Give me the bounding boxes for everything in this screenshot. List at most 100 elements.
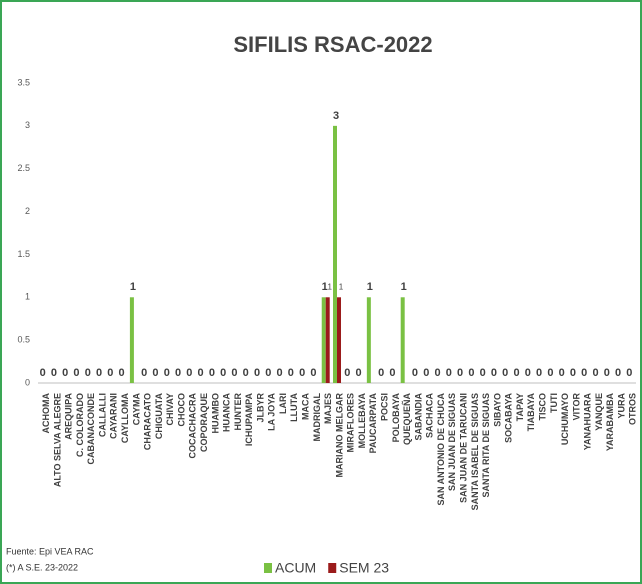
- data-label: 0: [513, 367, 519, 379]
- data-label: 0: [446, 367, 452, 379]
- data-label: 0: [231, 367, 237, 379]
- data-label: 0: [220, 367, 226, 379]
- data-label: 0: [288, 367, 294, 379]
- x-tick-label: QUEQUEÑA: [402, 393, 412, 446]
- data-label: 0: [209, 367, 215, 379]
- y-tick-label: 1.5: [17, 249, 30, 259]
- data-label: 0: [186, 367, 192, 379]
- x-tick-label: JLBYR: [255, 393, 265, 423]
- data-label: 0: [502, 367, 508, 379]
- x-tick-label: VITOR: [571, 393, 581, 421]
- data-label: 0: [73, 367, 79, 379]
- bar: [321, 297, 326, 383]
- data-label: 0: [254, 367, 260, 379]
- data-label: 0: [491, 367, 497, 379]
- x-tick-label: UCHUMAYO: [560, 393, 570, 445]
- x-tick-label: CHIVAY: [165, 393, 175, 426]
- x-tick-label: CALLALLI: [97, 393, 107, 437]
- data-label: 0: [299, 367, 305, 379]
- y-tick-label: 2.5: [17, 163, 30, 173]
- data-label: 0: [615, 367, 621, 379]
- y-tick-label: 3: [25, 120, 30, 130]
- bar: [400, 297, 405, 383]
- data-label: 0: [85, 367, 91, 379]
- y-tick-label: 2: [25, 206, 30, 216]
- x-tick-label: TAPAY: [515, 393, 525, 421]
- x-tick-label: SIBAYO: [492, 393, 502, 427]
- data-label: 1: [130, 281, 136, 293]
- data-label: 0: [434, 367, 440, 379]
- x-tick-label: TIABAYA: [526, 393, 536, 432]
- x-tick-label: HUANCA: [222, 393, 232, 432]
- x-tick-label: CAYMA: [131, 393, 141, 426]
- x-tick-label: YANAHUARA: [583, 393, 593, 451]
- data-label: 0: [198, 367, 204, 379]
- data-label: 1: [322, 281, 328, 293]
- legend-swatch: [328, 563, 337, 573]
- data-label: 0: [107, 367, 113, 379]
- data-label: 1: [327, 282, 332, 291]
- data-label: 0: [570, 367, 576, 379]
- x-tick-label: SOCABAYA: [504, 393, 514, 443]
- x-tick-label: TUTI: [549, 393, 559, 413]
- data-label: 0: [40, 367, 46, 379]
- x-tick-label: LARI: [278, 393, 288, 414]
- data-label: 0: [389, 367, 395, 379]
- data-label: 0: [525, 367, 531, 379]
- x-tick-label: CABANACONDE: [86, 393, 96, 465]
- x-tick-label: CAYLLOMA: [120, 393, 130, 444]
- data-label: 0: [581, 367, 587, 379]
- chart-title: SIFILIS RSAC-2022: [233, 32, 432, 57]
- x-tick-label: AREQUIPA: [64, 393, 74, 440]
- data-label: 1: [367, 281, 373, 293]
- x-tick-label: CHARACATO: [143, 393, 153, 450]
- data-label: 0: [547, 367, 553, 379]
- x-tick-label: LLUTA: [289, 393, 299, 422]
- x-tick-label: HUNTER: [233, 393, 243, 431]
- data-label: 0: [51, 367, 57, 379]
- data-label: 0: [141, 367, 147, 379]
- data-label: 1: [401, 281, 407, 293]
- data-label: 3: [333, 110, 339, 122]
- x-tick-label: CHOCO: [176, 393, 186, 427]
- data-label: 0: [457, 367, 463, 379]
- x-tick-label: MADRIGAL: [312, 393, 322, 442]
- x-tick-label: C. COLORADO: [75, 393, 85, 457]
- x-tick-label: HUAMBO: [210, 393, 220, 434]
- data-label: 0: [96, 367, 102, 379]
- bar: [337, 297, 341, 383]
- x-tick-label: ICHUPAMPA: [244, 393, 254, 447]
- data-label: 0: [559, 367, 565, 379]
- y-tick-label: 0.5: [17, 335, 30, 345]
- period-note: (*) A S.E. 23-2022: [6, 562, 78, 572]
- x-tick-label: YURA: [616, 393, 626, 419]
- x-tick-label: MAJES: [323, 393, 333, 424]
- x-tick-label: CHIGUATA: [154, 393, 164, 440]
- x-tick-label: MARIANO MELGAR: [334, 393, 344, 478]
- x-tick-label: POLOBAYA: [391, 393, 401, 443]
- data-label: 0: [62, 367, 68, 379]
- x-tick-label: ACHOMA: [41, 393, 51, 434]
- x-tick-label: TISCO: [537, 393, 547, 421]
- data-label: 0: [604, 367, 610, 379]
- x-tick-label: SACHACA: [425, 392, 435, 438]
- data-label: 0: [175, 367, 181, 379]
- data-label: 0: [310, 367, 316, 379]
- source-note: Fuente: Epi VEA RAC: [6, 546, 94, 556]
- data-label: 0: [468, 367, 474, 379]
- data-label: 0: [412, 367, 418, 379]
- y-tick-label: 3.5: [17, 77, 30, 87]
- data-label: 0: [243, 367, 249, 379]
- x-tick-label: YARABAMBA: [605, 393, 615, 452]
- data-label: 1: [339, 282, 344, 291]
- bar: [366, 297, 371, 383]
- data-label: 0: [592, 367, 598, 379]
- x-tick-label: SANTA ISABEL DE SIGUAS: [470, 393, 480, 510]
- data-label: 0: [536, 367, 542, 379]
- x-tick-label: SANTA RITA DE SIGUAS: [481, 393, 491, 498]
- data-label: 0: [164, 367, 170, 379]
- x-tick-label: COCACHACRA: [188, 393, 198, 459]
- x-tick-label: OTROS: [628, 393, 638, 425]
